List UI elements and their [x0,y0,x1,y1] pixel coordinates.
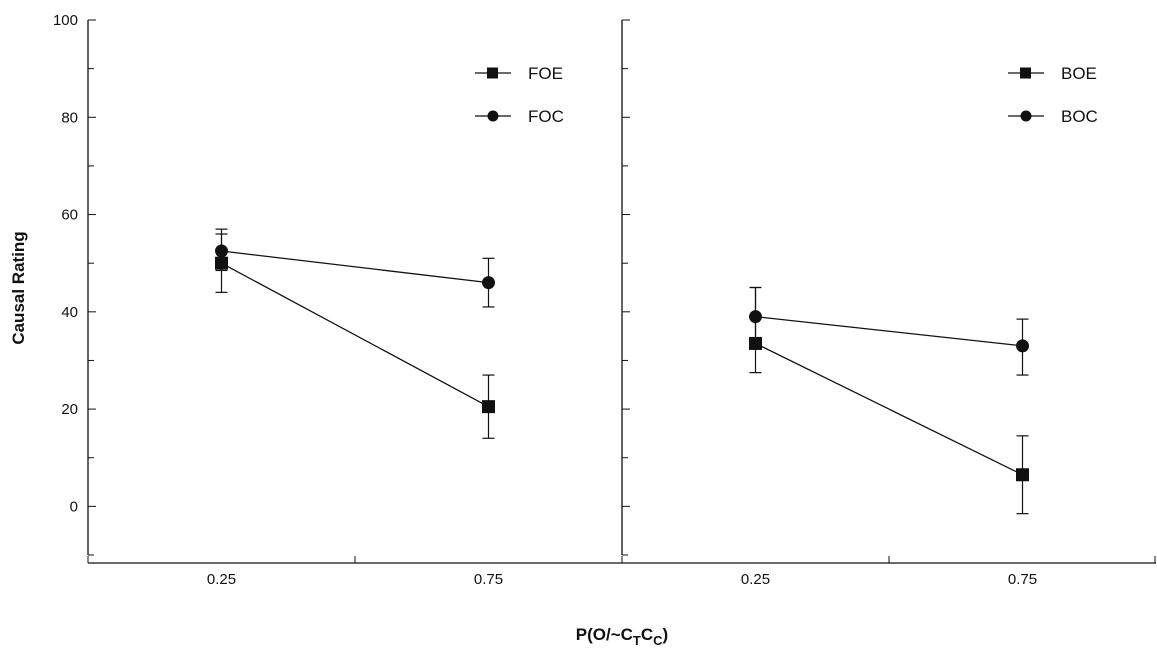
x-tick-label: 0.25 [741,571,770,588]
data-point-foc [215,244,228,258]
series-line-boe [755,342,1023,476]
y-tick-label: 60 [61,207,78,224]
x-tick-label: 0.75 [1008,571,1037,588]
series-line-foc [221,250,489,284]
data-point-boc [1016,339,1029,353]
y-tick-label: 20 [61,401,78,418]
y-tick-label: 100 [53,12,78,29]
legend-marker-boe [1020,67,1031,79]
data-point-foe [482,400,495,414]
legend-label-foc: FOC [528,107,564,126]
legends: FOE FOC BOE BOC [475,64,1098,126]
chart-marks [215,228,1029,515]
y-tick-label: 0 [70,498,78,515]
x-tick-label: 0.25 [207,571,236,588]
series-line-boc [755,316,1023,347]
legend-marker-foe [487,67,498,79]
legend-label-boc: BOC [1061,107,1098,126]
data-point-boc [749,310,762,324]
legend-label-boe: BOE [1061,64,1097,83]
data-point-foc [482,276,495,290]
legend-marker-foc [487,110,499,122]
x-axis-title: P(O/~CTCC) [576,625,668,648]
legend-label-foe: FOE [528,64,563,83]
y-tick-label: 80 [61,109,78,126]
y-axis-title: Causal Rating [9,231,28,344]
axes: 0 20 40 60 80 100 0.25 0.75 0.25 0.75 [53,12,1156,588]
data-point-boe [1016,468,1029,482]
x-tick-label: 0.75 [474,571,503,588]
legend-marker-boc [1020,110,1032,122]
series-line-foe [221,262,489,408]
y-tick-label: 40 [61,304,78,321]
